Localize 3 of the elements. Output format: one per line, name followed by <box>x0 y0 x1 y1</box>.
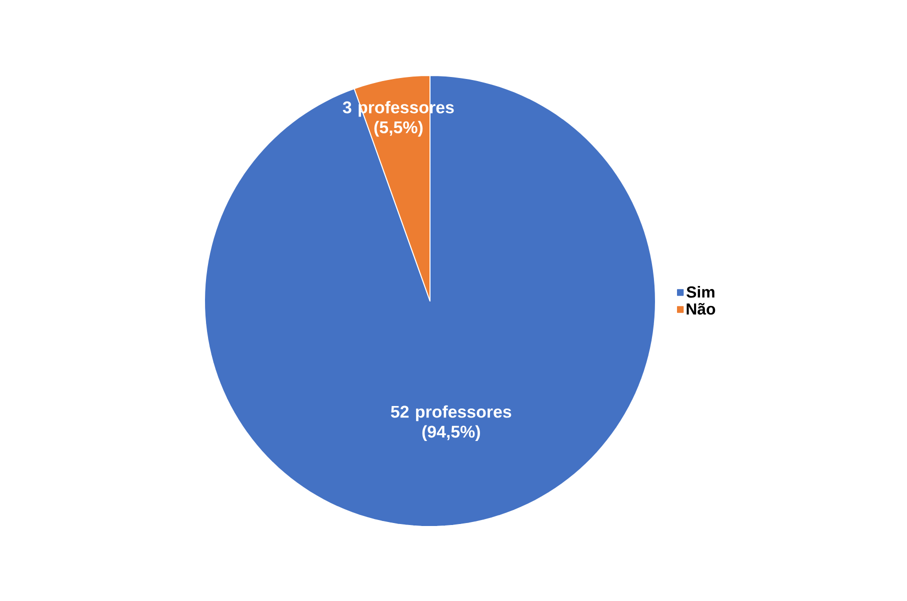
legend-label: Sim <box>686 286 714 298</box>
data-label: 52 professores (94,5%) <box>390 405 512 442</box>
legend-label: Não <box>686 303 716 315</box>
